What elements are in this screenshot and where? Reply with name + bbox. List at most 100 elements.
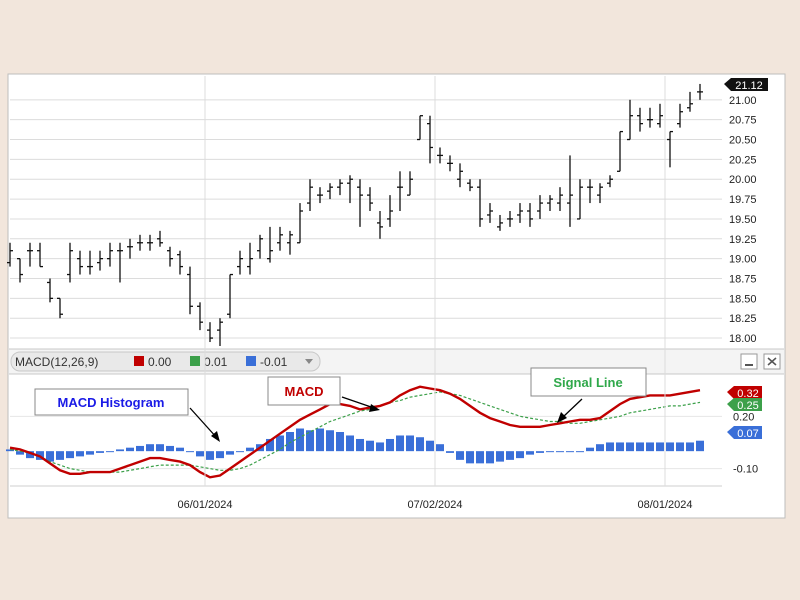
- ohlc-bar: [567, 155, 573, 227]
- histogram-bar: [46, 451, 54, 462]
- ohlc-bar: [7, 242, 13, 267]
- histogram-legend-value: -0.01: [260, 355, 288, 369]
- histogram-bar: [86, 451, 94, 455]
- indicator-selector[interactable]: [10, 351, 321, 372]
- price-tick-label: 20.75: [729, 115, 757, 127]
- histogram-bar: [276, 435, 284, 452]
- ohlc-bar: [147, 234, 153, 251]
- histogram-bar: [236, 451, 244, 453]
- close-icon[interactable]: [763, 353, 781, 370]
- ohlc-bar: [337, 179, 343, 196]
- histogram-bar: [506, 451, 514, 460]
- signal-callout: Signal Line: [530, 367, 647, 423]
- histogram-bar: [56, 451, 64, 460]
- ohlc-bar: [77, 250, 83, 275]
- ohlc-bar: [407, 171, 413, 196]
- date-axis: 06/01/2024 07/02/2024 08/01/2024: [177, 76, 693, 511]
- last-price-label: 21.12: [735, 80, 763, 92]
- histogram-bar: [656, 442, 664, 452]
- histogram-bar: [316, 428, 324, 452]
- ohlc-bar: [37, 242, 43, 268]
- histogram-legend-swatch: [246, 356, 256, 366]
- price-tick-label: 18.75: [729, 274, 757, 286]
- ohlc-bar: [387, 195, 393, 227]
- histogram-bar: [606, 442, 614, 452]
- ohlc-bar: [587, 179, 593, 204]
- ohlc-bar: [417, 115, 423, 141]
- histogram-bar: [616, 442, 624, 452]
- minimize-icon[interactable]: [740, 353, 758, 370]
- histogram-bar: [186, 451, 194, 453]
- histogram-bar: [406, 435, 414, 452]
- histogram-bar: [376, 442, 384, 452]
- ohlc-bar: [477, 179, 483, 227]
- chevron-down-icon[interactable]: [305, 359, 313, 364]
- histogram-bar: [596, 444, 604, 452]
- ohlc-bar: [457, 163, 463, 188]
- price-bars: [7, 83, 703, 346]
- ohlc-bar: [107, 242, 113, 267]
- histogram-bar: [566, 451, 574, 453]
- histogram-bar: [676, 442, 684, 452]
- ohlc-bar: [117, 242, 123, 283]
- histogram-bar: [166, 445, 174, 452]
- histogram-bar: [366, 440, 374, 452]
- ohlc-bar: [307, 179, 313, 211]
- macd-value-tag: 0.07: [727, 426, 762, 440]
- signal-legend-swatch: [190, 356, 200, 366]
- ohlc-bar: [177, 250, 183, 275]
- ohlc-bar: [207, 322, 213, 343]
- price-tick-label: 18.50: [729, 293, 757, 305]
- histogram-bar: [386, 438, 394, 452]
- ohlc-bar: [677, 103, 683, 128]
- histogram-bar: [586, 447, 594, 452]
- histogram-bar: [526, 451, 534, 455]
- ohlc-bar: [377, 211, 383, 239]
- ohlc-bar: [527, 203, 533, 227]
- histogram-bar: [626, 442, 634, 452]
- ohlc-bar: [627, 99, 633, 141]
- date-tick-label: 06/01/2024: [177, 499, 232, 511]
- macd-callout-label: MACD: [285, 384, 324, 399]
- ohlc-bar: [127, 238, 133, 259]
- ohlc-bar: [297, 203, 303, 244]
- ohlc-bar: [257, 234, 263, 259]
- histogram-bar: [196, 451, 204, 457]
- ohlc-bar: [617, 130, 623, 172]
- ohlc-bar: [607, 175, 613, 188]
- ohlc-bar: [537, 195, 543, 219]
- ohlc-bar: [437, 147, 443, 164]
- macd-tag-label: 0.32: [737, 388, 758, 400]
- price-tick-label: 18.25: [729, 313, 757, 325]
- price-tick-label: 19.25: [729, 234, 757, 246]
- histogram-callout-label: MACD Histogram: [58, 395, 165, 410]
- date-tick-label: 07/02/2024: [407, 499, 462, 511]
- ohlc-bar: [197, 302, 203, 331]
- ohlc-bar: [167, 246, 173, 267]
- price-tick-label: 20.50: [729, 135, 757, 147]
- histogram-bar: [686, 442, 694, 452]
- histogram-bar: [456, 451, 464, 460]
- ohlc-bar: [27, 242, 33, 267]
- histogram-bar: [206, 451, 214, 460]
- ohlc-bar: [637, 107, 643, 132]
- histogram-bar: [116, 449, 124, 452]
- ohlc-bar: [347, 175, 353, 204]
- histogram-bar: [66, 451, 74, 459]
- histogram-bar: [646, 442, 654, 452]
- macd-axis: 0.20 -0.10: [733, 411, 758, 475]
- ohlc-bar: [317, 187, 323, 204]
- macd-legend-value: 0.00: [148, 355, 172, 369]
- histogram-bar: [306, 430, 314, 452]
- histogram-bar: [336, 432, 344, 452]
- macd-tick-label: 0.20: [733, 411, 754, 423]
- macd-value-tags: 0.320.25 0.07: [727, 386, 762, 440]
- ohlc-bar: [157, 230, 163, 247]
- signal-legend-value: 0.01: [204, 355, 228, 369]
- last-price-tag: 21.12: [724, 78, 768, 92]
- chart-frame: [7, 73, 786, 519]
- ohlc-bar: [287, 230, 293, 255]
- ohlc-bar: [187, 266, 193, 315]
- price-tick-label: 20.25: [729, 154, 757, 166]
